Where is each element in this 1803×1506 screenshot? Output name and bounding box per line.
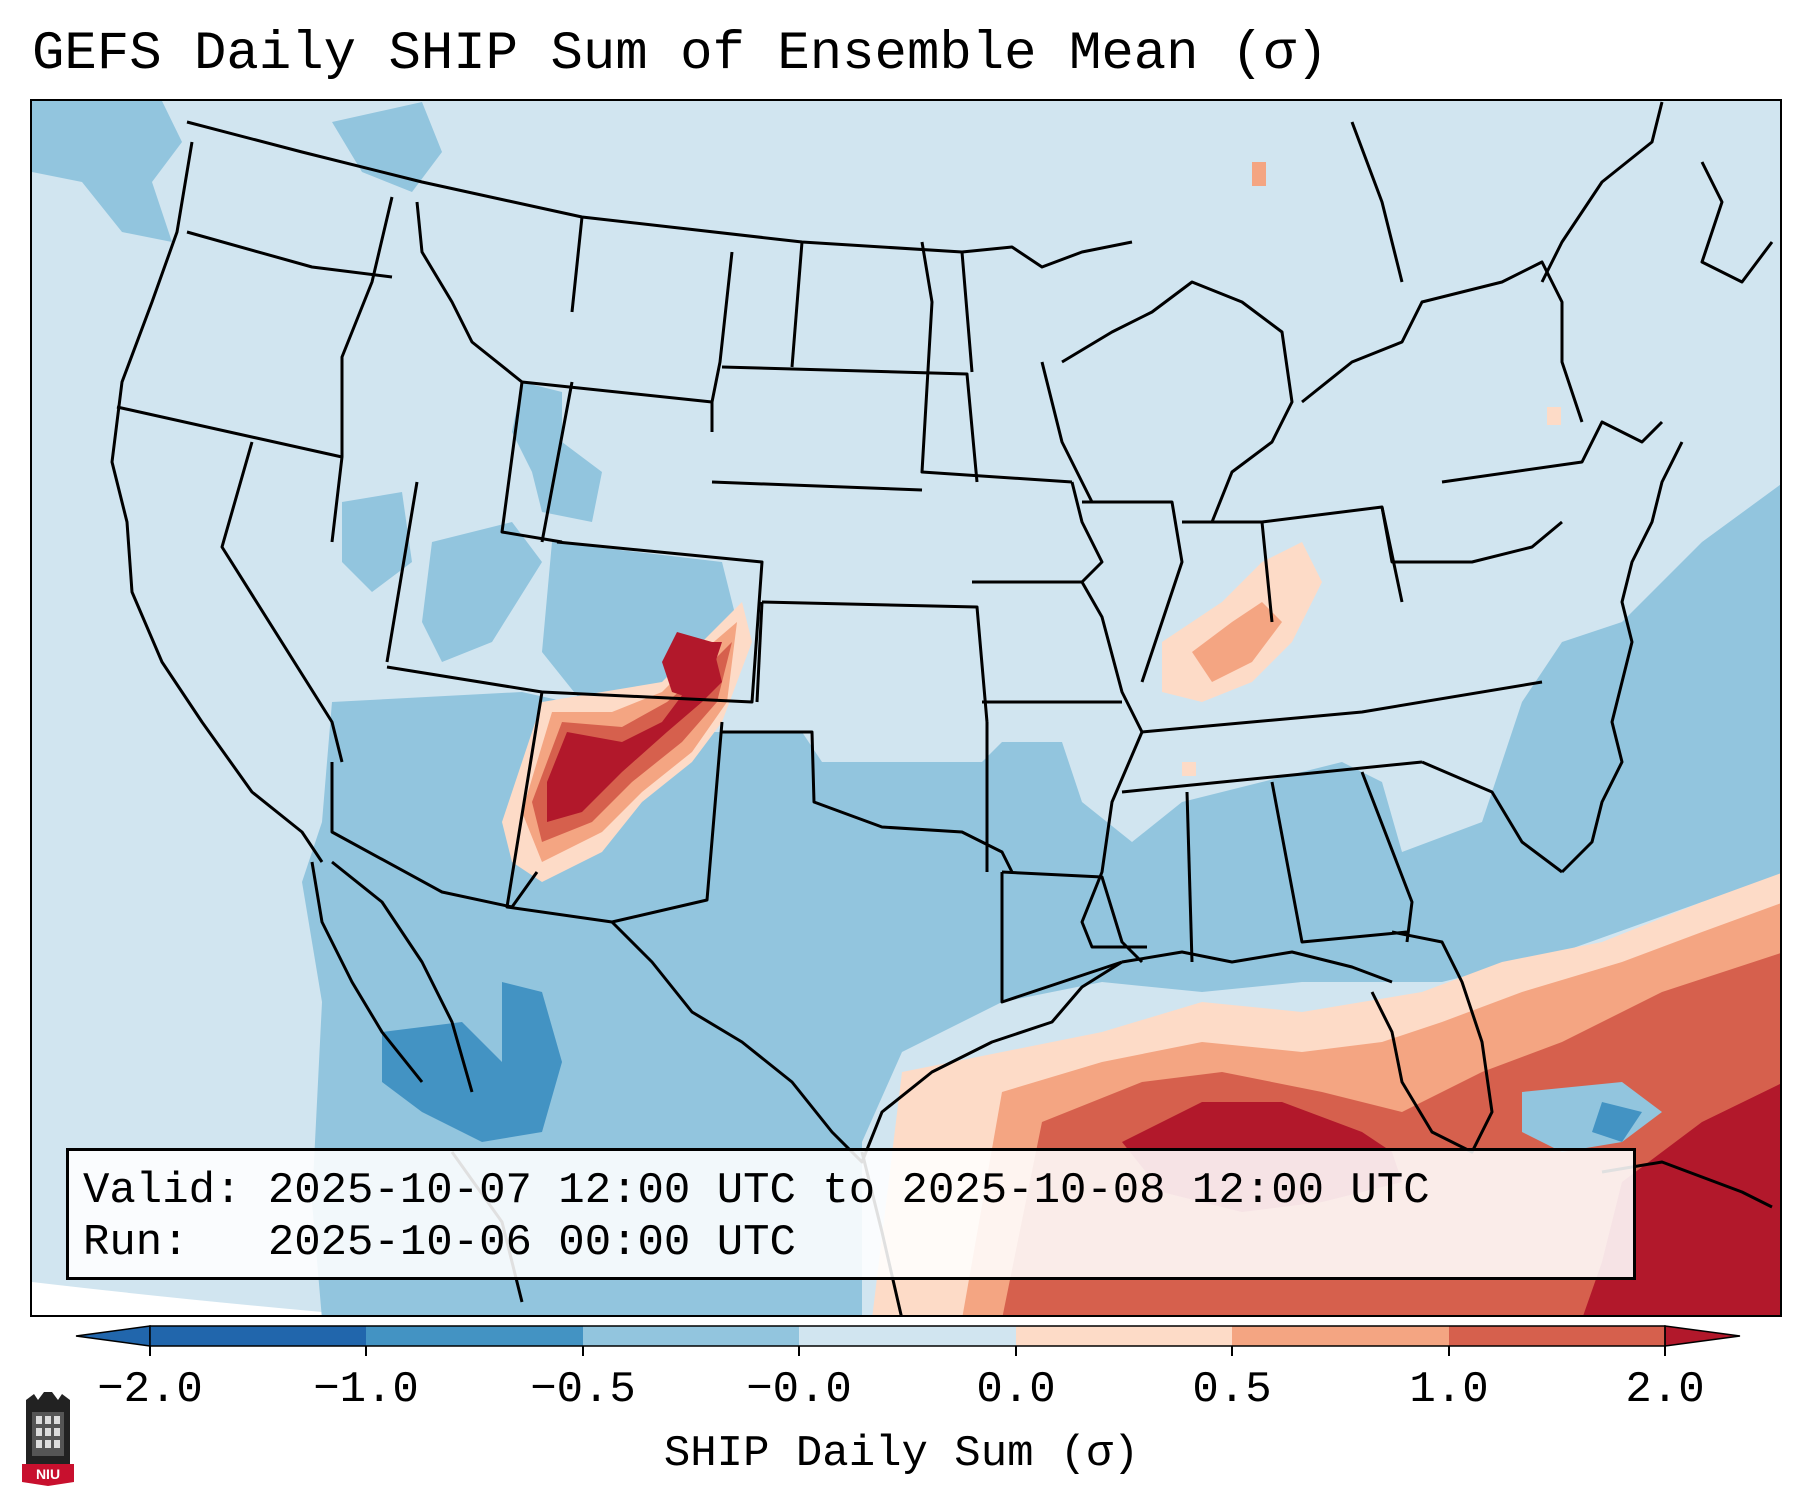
colorbar-extend-right bbox=[1664, 1325, 1741, 1347]
colorbar-tick-label: 2.0 bbox=[1625, 1365, 1705, 1415]
niu-logo: NIU bbox=[22, 1392, 74, 1486]
colorbar-bin bbox=[1232, 1326, 1449, 1346]
colorbar-bin bbox=[366, 1326, 583, 1346]
field-south-blue bbox=[302, 484, 1780, 1315]
colorbar-bin bbox=[583, 1326, 799, 1346]
colorbar-tick-label: 0.0 bbox=[976, 1365, 1056, 1415]
valid-label: Valid: bbox=[83, 1166, 242, 1216]
colorbar-bin bbox=[1449, 1326, 1665, 1346]
colorbar-tick-label: −0.5 bbox=[530, 1365, 636, 1415]
field-mexico-dark bbox=[382, 982, 562, 1142]
svg-text:NIU: NIU bbox=[36, 1466, 60, 1482]
colorbar bbox=[75, 1325, 1741, 1356]
west-coast bbox=[110, 141, 324, 863]
colorbar-label: SHIP Daily Sum (σ) bbox=[663, 1429, 1140, 1479]
valid-run-box: Valid: 2025-10-07 12:00 UTC to 2025-10-0… bbox=[66, 1148, 1636, 1280]
colorbar-tick-label: 1.0 bbox=[1409, 1365, 1489, 1415]
run-value: 2025-10-06 00:00 UTC bbox=[267, 1218, 796, 1268]
colorbar-tick-label: −1.0 bbox=[313, 1365, 419, 1415]
map-title: GEFS Daily SHIP Sum of Ensemble Mean (σ) bbox=[32, 24, 1329, 85]
map-canvas bbox=[32, 101, 1780, 1315]
outside-projection-sw bbox=[32, 1282, 356, 1315]
map-panel bbox=[30, 99, 1782, 1317]
colorbar-bin bbox=[150, 1326, 366, 1346]
field-layer bbox=[32, 101, 1780, 1315]
cuba-outline bbox=[1601, 1160, 1773, 1209]
colorbar-tick-label: 0.5 bbox=[1192, 1365, 1272, 1415]
state-boundaries bbox=[110, 101, 1774, 1315]
colorbar-tick-label: −2.0 bbox=[97, 1365, 203, 1415]
colorbar-ticks bbox=[149, 1346, 1666, 1356]
colorbar-bin bbox=[1016, 1326, 1232, 1346]
valid-value: 2025-10-07 12:00 UTC to 2025-10-08 12:00… bbox=[267, 1166, 1430, 1216]
baja-outline bbox=[310, 861, 424, 1083]
field-nm-max bbox=[547, 642, 722, 822]
florida-coast bbox=[1370, 930, 1494, 1154]
run-label: Run: bbox=[83, 1218, 189, 1268]
colorbar-extend-left bbox=[75, 1325, 151, 1347]
colorbar-bin bbox=[799, 1326, 1016, 1346]
colorbar-tick-label: −0.0 bbox=[746, 1365, 852, 1415]
canada-border bbox=[186, 120, 1133, 269]
